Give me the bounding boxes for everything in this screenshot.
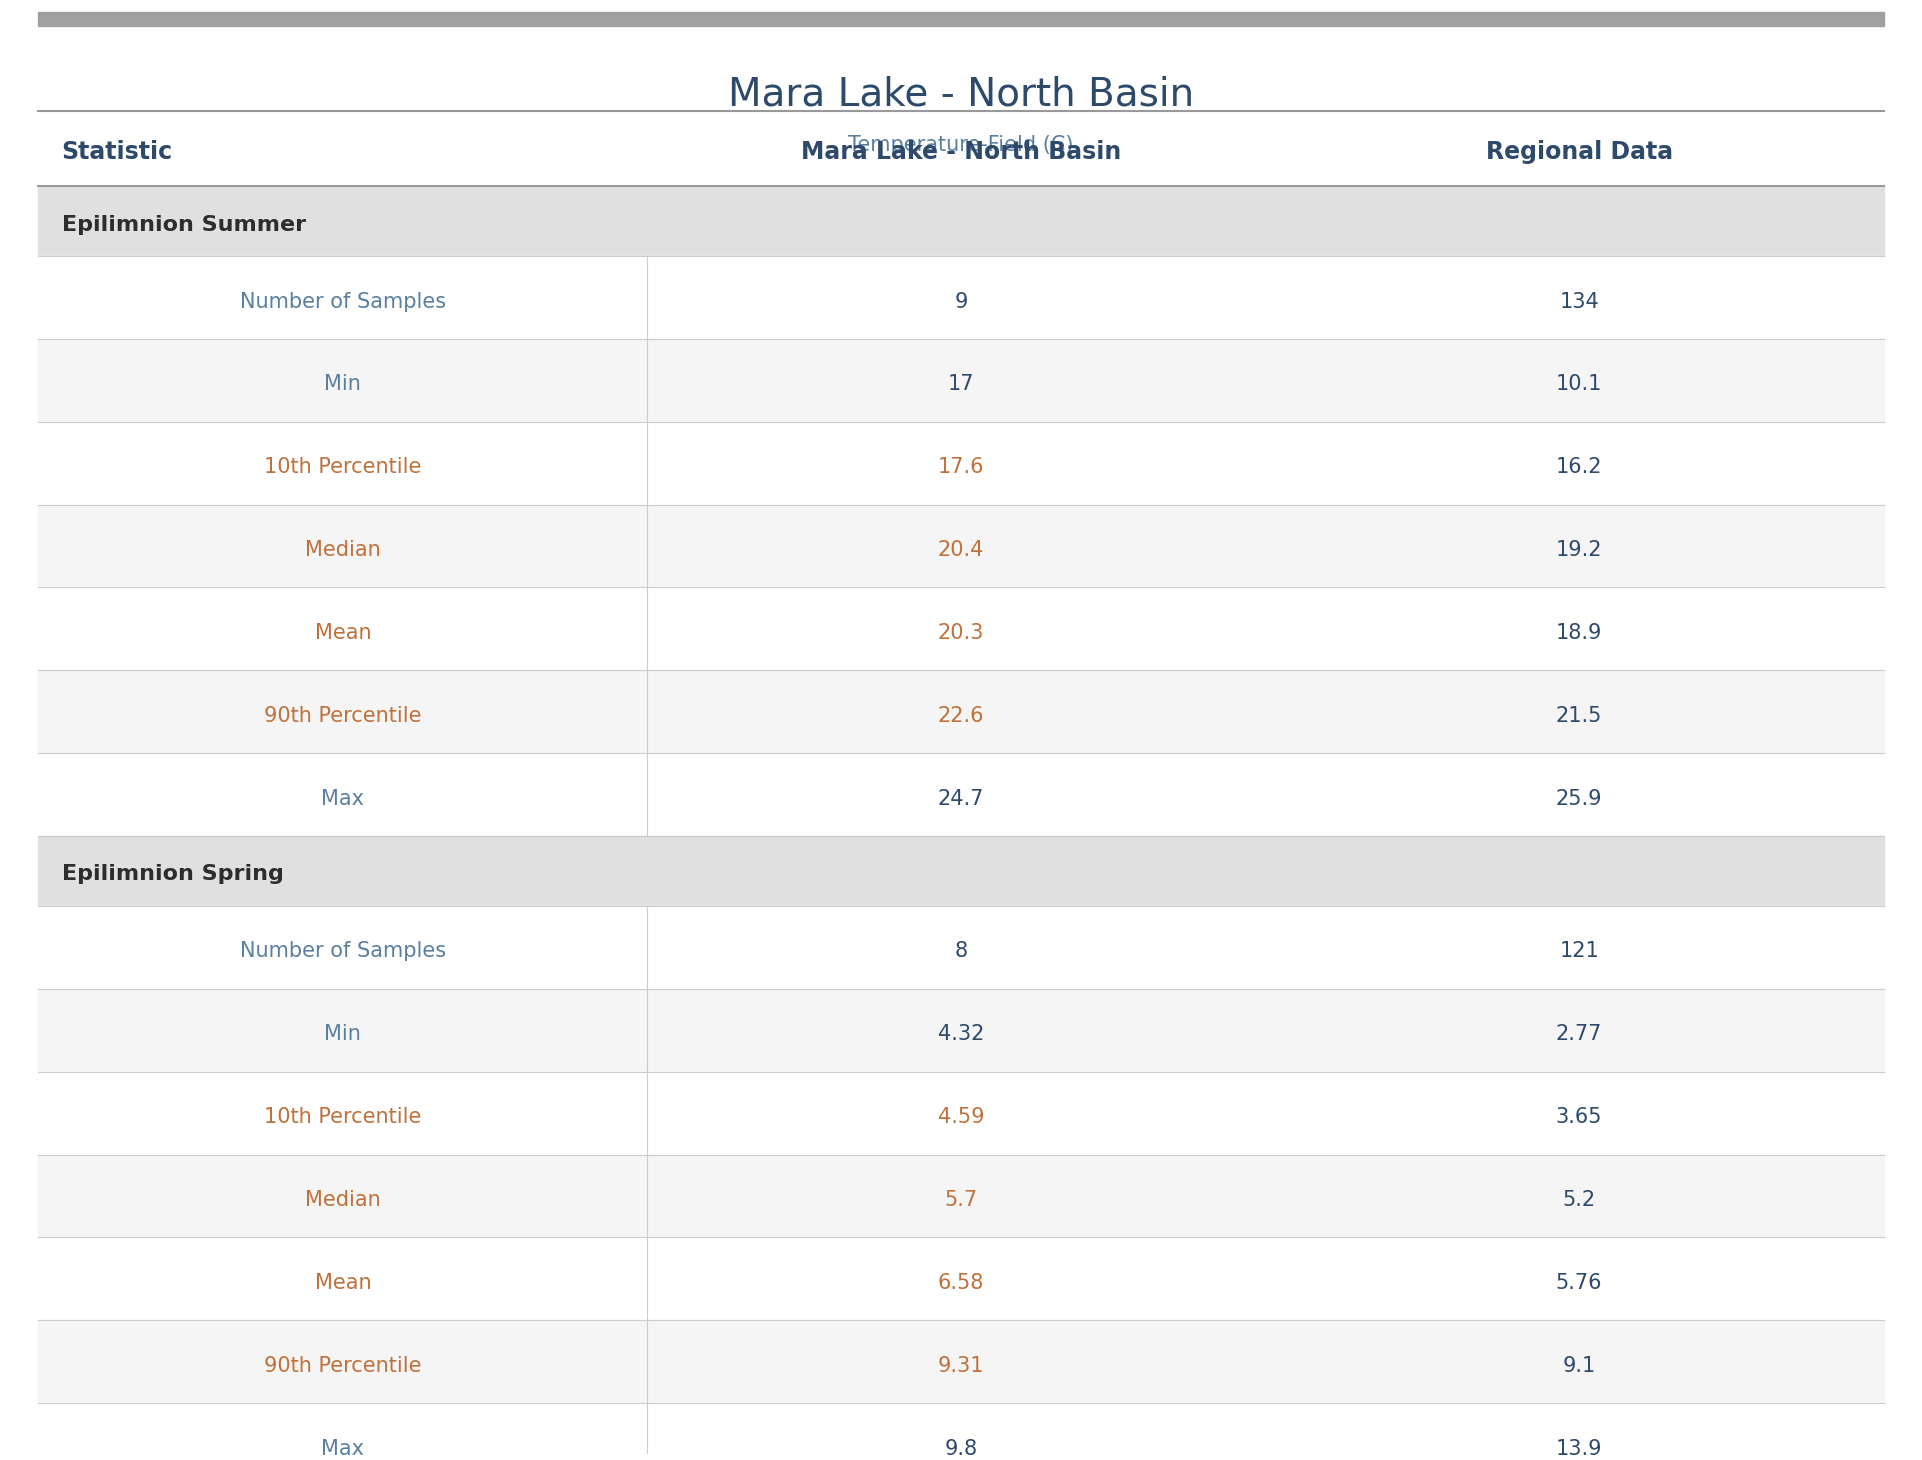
Text: Number of Samples: Number of Samples	[240, 292, 446, 311]
Text: Max: Max	[321, 1438, 365, 1459]
Text: 134: 134	[1559, 292, 1599, 311]
Text: Mara Lake - North Basin: Mara Lake - North Basin	[728, 76, 1194, 114]
Text: 90th Percentile: 90th Percentile	[263, 707, 421, 726]
Text: Median: Median	[306, 1190, 381, 1210]
Text: Mara Lake - North Basin: Mara Lake - North Basin	[801, 140, 1121, 164]
Text: 21.5: 21.5	[1557, 707, 1603, 726]
Text: Mean: Mean	[315, 1273, 371, 1294]
Text: 10.1: 10.1	[1557, 374, 1603, 394]
Bar	[38, 988, 1884, 1072]
Text: 19.2: 19.2	[1557, 540, 1603, 561]
Text: Temperature-Field (C): Temperature-Field (C)	[848, 136, 1074, 155]
Text: Regional Data: Regional Data	[1486, 140, 1672, 164]
Text: 9: 9	[955, 292, 967, 311]
Bar	[38, 339, 1884, 422]
Text: 3.65: 3.65	[1557, 1107, 1603, 1127]
Text: 121: 121	[1559, 942, 1599, 962]
Text: 9.8: 9.8	[944, 1438, 978, 1459]
Text: Max: Max	[321, 788, 365, 809]
Bar	[38, 1403, 1884, 1460]
Text: 4.59: 4.59	[938, 1107, 984, 1127]
Text: Min: Min	[325, 374, 361, 394]
Text: 8: 8	[955, 942, 967, 962]
Text: 6.58: 6.58	[938, 1273, 984, 1294]
Bar	[38, 255, 1884, 339]
Bar	[38, 505, 1884, 587]
Text: Epilimnion Summer: Epilimnion Summer	[62, 215, 306, 235]
Bar	[38, 1072, 1884, 1155]
Text: 24.7: 24.7	[938, 788, 984, 809]
Text: 22.6: 22.6	[938, 707, 984, 726]
Text: 20.4: 20.4	[938, 540, 984, 561]
Bar	[38, 587, 1884, 670]
Bar	[38, 422, 1884, 505]
Bar	[38, 670, 1884, 753]
Text: 2.77: 2.77	[1557, 1025, 1603, 1044]
Text: 18.9: 18.9	[1557, 623, 1603, 642]
Text: 4.32: 4.32	[938, 1025, 984, 1044]
Bar	[38, 1238, 1884, 1320]
Text: Mean: Mean	[315, 623, 371, 642]
Text: Number of Samples: Number of Samples	[240, 942, 446, 962]
Text: 5.2: 5.2	[1563, 1190, 1595, 1210]
Bar	[38, 12, 1884, 26]
Bar	[38, 753, 1884, 837]
Text: 16.2: 16.2	[1557, 457, 1603, 477]
Text: Statistic: Statistic	[62, 140, 173, 164]
Text: Median: Median	[306, 540, 381, 561]
Bar	[38, 1155, 1884, 1238]
Bar	[38, 1320, 1884, 1403]
Text: 90th Percentile: 90th Percentile	[263, 1356, 421, 1375]
Text: 10th Percentile: 10th Percentile	[263, 1107, 421, 1127]
Text: 10th Percentile: 10th Percentile	[263, 457, 421, 477]
Bar	[38, 837, 1884, 905]
Text: 9.1: 9.1	[1563, 1356, 1595, 1375]
Bar	[38, 185, 1884, 256]
Text: 13.9: 13.9	[1557, 1438, 1603, 1459]
Bar	[38, 905, 1884, 988]
Text: 25.9: 25.9	[1557, 788, 1603, 809]
Text: 5.7: 5.7	[944, 1190, 978, 1210]
Text: Min: Min	[325, 1025, 361, 1044]
Text: 9.31: 9.31	[938, 1356, 984, 1375]
Text: 20.3: 20.3	[938, 623, 984, 642]
Text: 17.6: 17.6	[938, 457, 984, 477]
Text: Epilimnion Spring: Epilimnion Spring	[62, 864, 283, 885]
Text: 17: 17	[948, 374, 974, 394]
Text: 5.76: 5.76	[1557, 1273, 1603, 1294]
